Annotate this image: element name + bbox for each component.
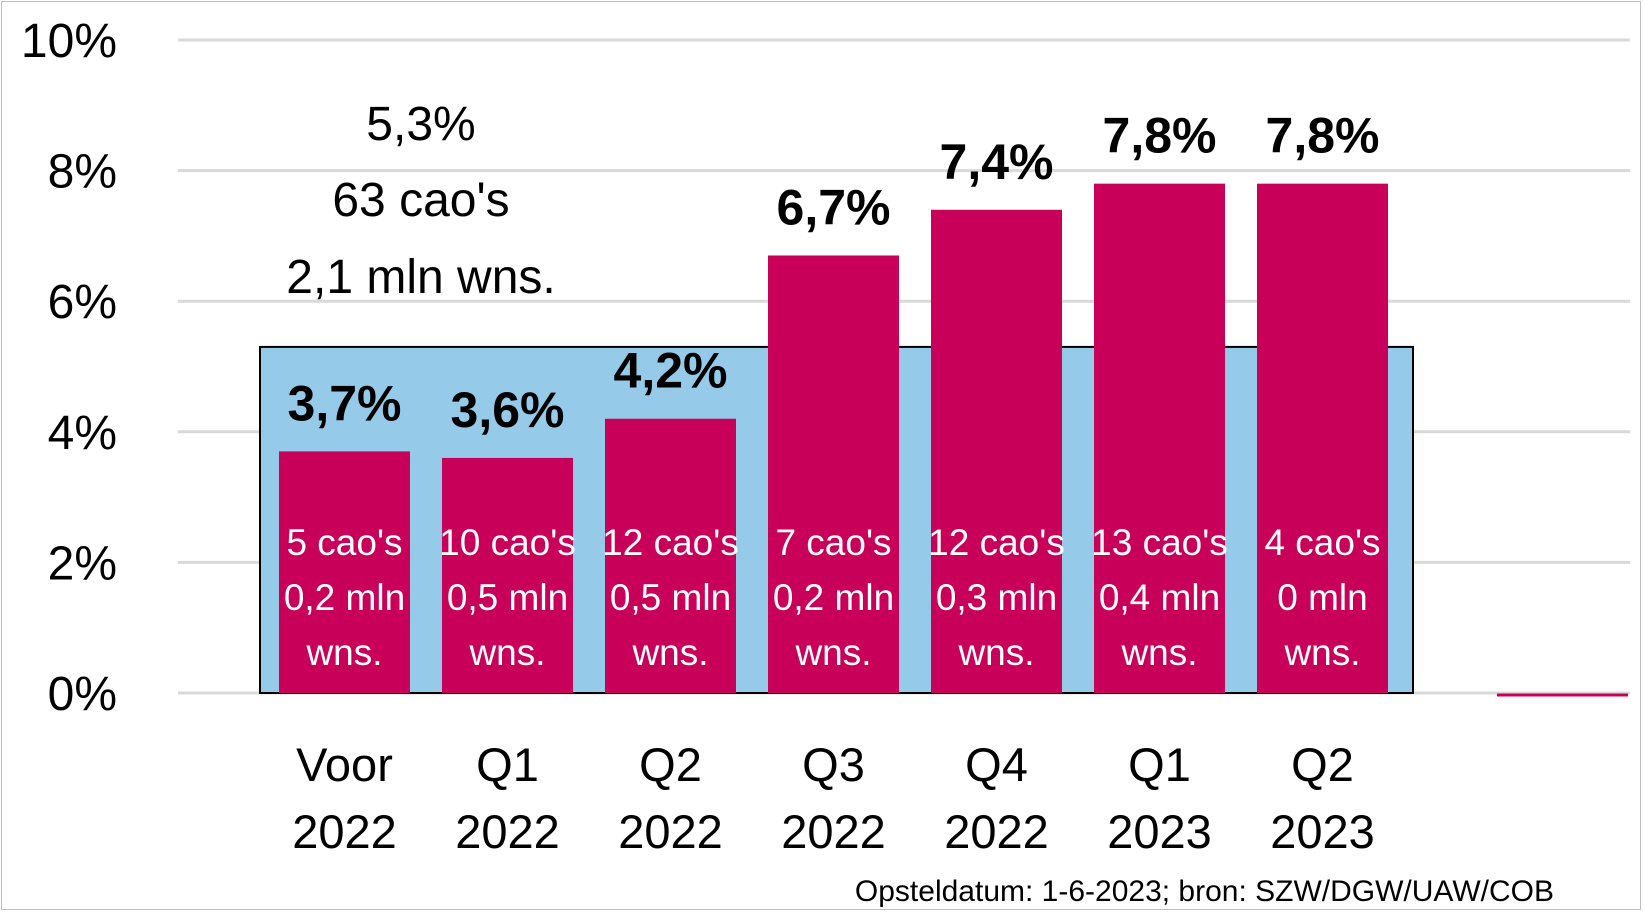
x-category-label: Q1 [476, 738, 539, 791]
y-tick-label: 4% [48, 407, 117, 460]
x-category-label: 2022 [944, 805, 1049, 858]
bar-annotation: 4 cao's [1264, 522, 1380, 563]
bar-annotation: wns. [1283, 632, 1360, 673]
bar-annotation: 0,4 mln [1099, 577, 1220, 618]
bar-value-label: 3,6% [451, 382, 565, 438]
bar-annotation: 13 cao's [1091, 522, 1228, 563]
bar-annotation: wns. [794, 632, 871, 673]
background-bar-label: 63 cao's [332, 174, 509, 227]
bar-annotation: 0 mln [1277, 577, 1367, 618]
y-tick-label: 6% [48, 276, 117, 329]
x-category-label: Voor [296, 738, 393, 791]
bar-annotation: 12 cao's [928, 522, 1065, 563]
bar-annotation: wns. [631, 632, 708, 673]
bar-annotation: wns. [468, 632, 545, 673]
bar-value-label: 7,8% [1266, 108, 1380, 164]
x-category-label: 2022 [618, 805, 723, 858]
bar-value-label: 3,7% [288, 375, 402, 431]
bar [442, 457, 573, 693]
y-tick-label: 2% [48, 537, 117, 590]
bar-annotation: 0,5 mln [447, 577, 568, 618]
y-tick-label: 0% [48, 668, 117, 721]
y-tick-label: 8% [48, 146, 117, 199]
background-bar-label: 2,1 mln wns. [286, 251, 555, 304]
x-category-label: 2022 [455, 805, 560, 858]
bar-value-label: 6,7% [777, 179, 891, 235]
x-category-label: 2023 [1270, 805, 1375, 858]
bar-value-label: 7,8% [1103, 108, 1217, 164]
source-note: Opsteldatum: 1-6-2023; bron: SZW/DGW/UAW… [855, 875, 1554, 908]
bar-value-label: 4,2% [614, 343, 728, 399]
x-category-label: Q3 [802, 738, 865, 791]
bar-annotation: 0,5 mln [610, 577, 731, 618]
bar-annotation: 0,3 mln [936, 577, 1057, 618]
bar [768, 255, 899, 694]
x-category-label: 2022 [292, 805, 397, 858]
y-axis: 0% 2% 4% 6% 8% 10% [21, 15, 117, 721]
bars-group: 3,7% 5 cao's 0,2 mln wns. 3,6% 10 cao's 0,5 ml… [279, 108, 1628, 697]
bar [1094, 183, 1225, 693]
bar-value-label: 7,4% [940, 134, 1054, 190]
bar [605, 418, 736, 693]
bar-annotation: wns. [305, 632, 382, 673]
x-category-label: Q2 [1291, 738, 1354, 791]
y-tick-label: 10% [21, 15, 117, 68]
bar-annotation: 0,2 mln [284, 577, 405, 618]
x-category-label: Q2 [639, 738, 702, 791]
x-category-label: 2023 [1107, 805, 1212, 858]
bar-annotation: 7 cao's [775, 522, 891, 563]
bar-annotation: wns. [957, 632, 1034, 673]
bar-annotation: 10 cao's [439, 522, 576, 563]
background-bar-label: 5,3% [366, 98, 475, 151]
bar-annotation: wns. [1120, 632, 1197, 673]
bar-annotation: 5 cao's [286, 522, 402, 563]
bar [279, 451, 410, 693]
bar-annotation: 0,2 mln [773, 577, 894, 618]
x-category-label: 2022 [781, 805, 886, 858]
x-category-label: Q4 [965, 738, 1028, 791]
x-category-label: Q1 [1128, 738, 1191, 791]
bar-annotation: 12 cao's [602, 522, 739, 563]
bar [931, 209, 1062, 693]
x-axis: Voor 2022 Q1 2022 Q2 2022 Q3 2022 Q4 2022 Q1 2023 Q2… [292, 738, 1375, 858]
bar [1257, 183, 1388, 693]
